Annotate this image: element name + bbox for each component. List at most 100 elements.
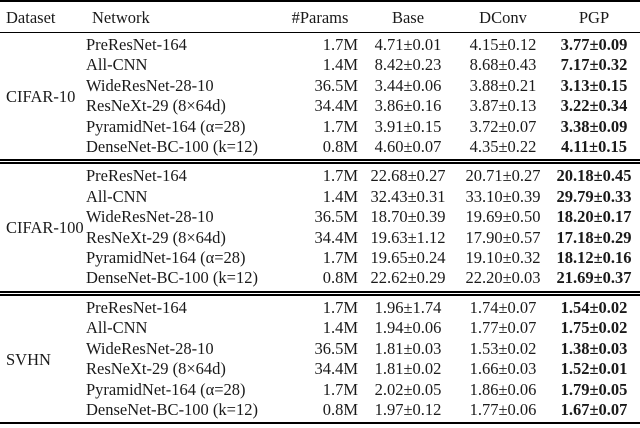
network-cell: WideResNet-28-10	[86, 207, 214, 227]
network-cell: ResNeXt-29 (8×64d)	[86, 96, 226, 116]
base-value: 32.43±0.31	[370, 186, 446, 206]
dataset-group-cifar10: CIFAR-10 PreResNet-164 1.7M 4.71±0.01 4.15±0…	[0, 33, 640, 162]
dconv-value: 1.53±0.02	[469, 338, 537, 358]
base-value: 4.60±0.07	[374, 137, 442, 157]
dconv-value: 1.66±0.03	[469, 359, 537, 379]
dataset-group-cifar100: CIFAR-100 PreResNet-164 1.7M 22.68±0.27 20.7…	[0, 161, 640, 293]
pgp-value: 7.17±0.32	[560, 55, 628, 75]
table-row: CIFAR-100 PreResNet-164 1.7M 22.68±0.27 20.7…	[0, 162, 640, 237]
base-value: 1.94±0.06	[374, 318, 442, 338]
params-cell: 1.7M	[322, 35, 358, 54]
column-header-dconv: DConv	[458, 1, 548, 33]
dconv-value: 3.72±0.07	[469, 116, 537, 136]
base-value: 2.02±0.05	[374, 379, 442, 399]
table-row: CIFAR-10 PreResNet-164 1.7M 4.71±0.01 4.15±0…	[0, 33, 640, 106]
base-value: 4.71±0.01	[374, 35, 442, 54]
dataset-group-svhn: SVHN PreResNet-164 1.7M 1.96±1.74 1.74±0.07 1…	[0, 293, 640, 423]
table-row: PyramidNet-164 (α=28) 1.7M 3.91±0.15 3.72±0…	[0, 117, 640, 137]
params-cell: 0.8M	[322, 268, 358, 288]
pgp-value: 3.22±0.34	[560, 96, 628, 116]
network-cell: PreResNet-164	[86, 297, 187, 317]
network-cell: All-CNN	[86, 55, 148, 75]
params-cell: 1.4M	[322, 186, 358, 206]
params-cell: 1.7M	[322, 166, 358, 186]
params-cell: 1.7M	[322, 116, 358, 136]
network-cell: ResNeXt-29 (8×64d)	[86, 359, 226, 379]
table-row: DenseNet-BC-100 (k=12) 0.8M 1.97±0.12 1.77±…	[0, 400, 640, 423]
dataset-label: SVHN	[6, 349, 51, 369]
table-row: All-CNN 1.4M 32.43±0.31 33.10±0.39 29.79±0.3…	[0, 187, 640, 207]
pgp-value: 3.13±0.15	[560, 75, 628, 95]
base-value: 1.96±1.74	[374, 297, 442, 317]
dataset-label: CIFAR-10	[6, 87, 76, 107]
base-value: 1.97±0.12	[374, 399, 442, 419]
dconv-value: 3.87±0.13	[469, 96, 537, 116]
pgp-value: 3.77±0.09	[560, 35, 628, 54]
table-row: PyramidNet-164 (α=28) 1.7M 2.02±0.05 1.86±0…	[0, 380, 640, 400]
table-row: ResNeXt-29 (8×64d) 34.4M 1.81±0.02 1.66±0.0…	[0, 359, 640, 379]
column-header-pgp: PGP	[548, 1, 640, 33]
network-cell: All-CNN	[86, 186, 148, 206]
table-row: WideResNet-28-10 36.5M 18.70±0.39 19.69±0.5…	[0, 207, 640, 227]
params-cell: 36.5M	[314, 207, 358, 227]
dconv-value: 22.20±0.03	[465, 268, 541, 288]
column-header-network: Network	[86, 1, 282, 33]
pgp-value: 17.18±0.29	[556, 227, 632, 247]
base-value: 19.65±0.24	[370, 248, 446, 268]
network-cell: DenseNet-BC-100 (k=12)	[86, 399, 258, 419]
header-row: Dataset Network #Params Base DConv PGP	[0, 1, 640, 33]
network-cell: DenseNet-BC-100 (k=12)	[86, 268, 258, 288]
column-header-base: Base	[358, 1, 458, 33]
table-row: All-CNN 1.4M 1.94±0.06 1.77±0.07 1.75±0.02	[0, 318, 640, 338]
dataset-label: CIFAR-100	[6, 218, 84, 238]
base-value: 8.42±0.23	[374, 55, 442, 75]
network-cell: WideResNet-28-10	[86, 75, 214, 95]
network-cell: WideResNet-28-10	[86, 338, 214, 358]
params-cell: 34.4M	[314, 96, 358, 116]
params-cell: 1.4M	[322, 55, 358, 75]
dconv-value: 3.88±0.21	[469, 75, 537, 95]
table-row: ResNeXt-29 (8×64d) 34.4M 19.63±1.12 17.90±0…	[0, 228, 640, 248]
base-value: 1.81±0.02	[374, 359, 442, 379]
table-row: WideResNet-28-10 36.5M 1.81±0.03 1.53±0.02 1…	[0, 339, 640, 359]
pgp-value: 29.79±0.33	[556, 186, 632, 206]
params-cell: 1.7M	[322, 248, 358, 268]
table-row: ResNeXt-29 (8×64d) 34.4M 3.86±0.16 3.87±0.1…	[0, 96, 640, 116]
params-cell: 36.5M	[314, 338, 358, 358]
pgp-value: 3.38±0.09	[560, 116, 628, 136]
base-value: 22.62±0.29	[370, 268, 446, 288]
dconv-value: 20.71±0.27	[465, 166, 541, 186]
pgp-value: 1.52±0.01	[560, 359, 628, 379]
column-header-params: #Params	[282, 1, 358, 33]
table-row: WideResNet-28-10 36.5M 3.44±0.06 3.88±0.21 3…	[0, 76, 640, 96]
table-row: PyramidNet-164 (α=28) 1.7M 19.65±0.24 19.10…	[0, 248, 640, 268]
base-value: 22.68±0.27	[370, 166, 446, 186]
dconv-value: 19.69±0.50	[465, 207, 541, 227]
table-header: Dataset Network #Params Base DConv PGP	[0, 1, 640, 33]
network-cell: PreResNet-164	[86, 166, 187, 186]
base-value: 3.44±0.06	[374, 75, 442, 95]
network-cell: PreResNet-164	[86, 35, 187, 54]
table-row: All-CNN 1.4M 8.42±0.23 8.68±0.43 7.17±0.32	[0, 55, 640, 75]
base-value: 18.70±0.39	[370, 207, 446, 227]
params-cell: 34.4M	[314, 227, 358, 247]
network-cell: ResNeXt-29 (8×64d)	[86, 227, 226, 247]
params-cell: 34.4M	[314, 359, 358, 379]
pgp-value: 1.54±0.02	[560, 297, 628, 317]
params-cell: 0.8M	[322, 399, 358, 419]
pgp-value: 21.69±0.37	[556, 268, 632, 288]
base-value: 19.63±1.12	[370, 227, 446, 247]
pgp-value: 20.18±0.45	[556, 166, 632, 186]
pgp-value: 4.11±0.15	[561, 137, 627, 157]
dconv-value: 19.10±0.32	[465, 248, 541, 268]
column-header-dataset: Dataset	[0, 1, 86, 33]
pgp-value: 1.67±0.07	[560, 399, 628, 419]
network-cell: All-CNN	[86, 318, 148, 338]
dconv-value: 1.77±0.07	[469, 318, 537, 338]
dconv-value: 1.86±0.06	[469, 379, 537, 399]
params-cell: 1.4M	[322, 318, 358, 338]
table-row: SVHN PreResNet-164 1.7M 1.96±1.74 1.74±0.07 1…	[0, 293, 640, 369]
pgp-value: 1.38±0.03	[560, 338, 628, 358]
